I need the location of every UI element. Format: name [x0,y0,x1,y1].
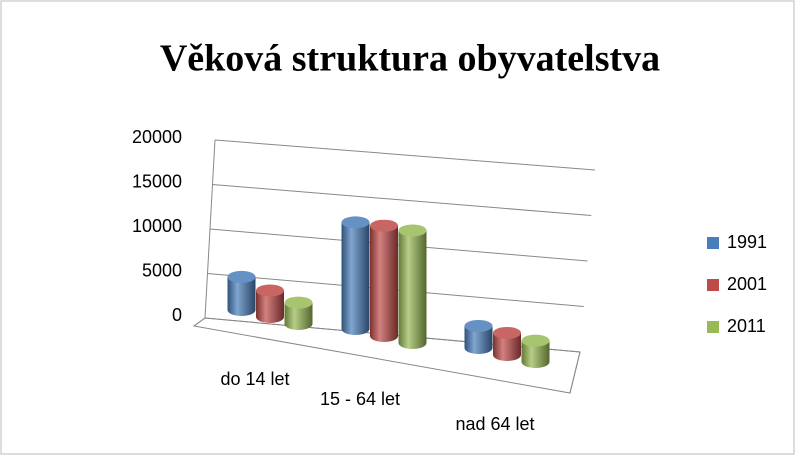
legend-label: 1991 [727,232,767,252]
y-tick-label: 10000 [132,216,182,236]
y-tick-label: 20000 [132,127,182,147]
legend-swatch [707,279,719,291]
bar [464,325,493,348]
legend-swatch [707,237,719,249]
grid-line [212,184,592,216]
wall-edge [569,351,581,394]
bar [341,222,370,329]
bar [370,225,398,336]
cylinder-top [370,219,398,232]
y-tick-label: 15000 [132,171,182,191]
x-tick-label: nad 64 let [455,414,534,434]
bar [521,340,550,362]
chart-title: Věková struktura obyvatelstva [160,38,660,80]
wall-edge [193,317,206,327]
y-tick-label: 5000 [142,260,182,280]
cylinder-top [227,270,256,283]
grid-line [214,139,596,171]
cylinder-top [464,319,493,332]
cylinder-top [341,216,370,229]
legend-label: 2011 [727,316,766,336]
cylinder-top [521,334,550,347]
bar [493,332,521,355]
cylinder-top [398,224,427,237]
legend-label: 2001 [727,274,767,294]
cylinder-top [284,296,313,309]
x-tick-label: do 14 let [220,369,289,389]
x-tick-label: 15 - 64 let [320,389,400,409]
bar [398,230,427,343]
y-tick-label: 0 [172,305,182,325]
bar [284,302,313,324]
legend-swatch [707,321,719,333]
cylinder-top [493,326,521,339]
cylinder-top [256,284,284,297]
